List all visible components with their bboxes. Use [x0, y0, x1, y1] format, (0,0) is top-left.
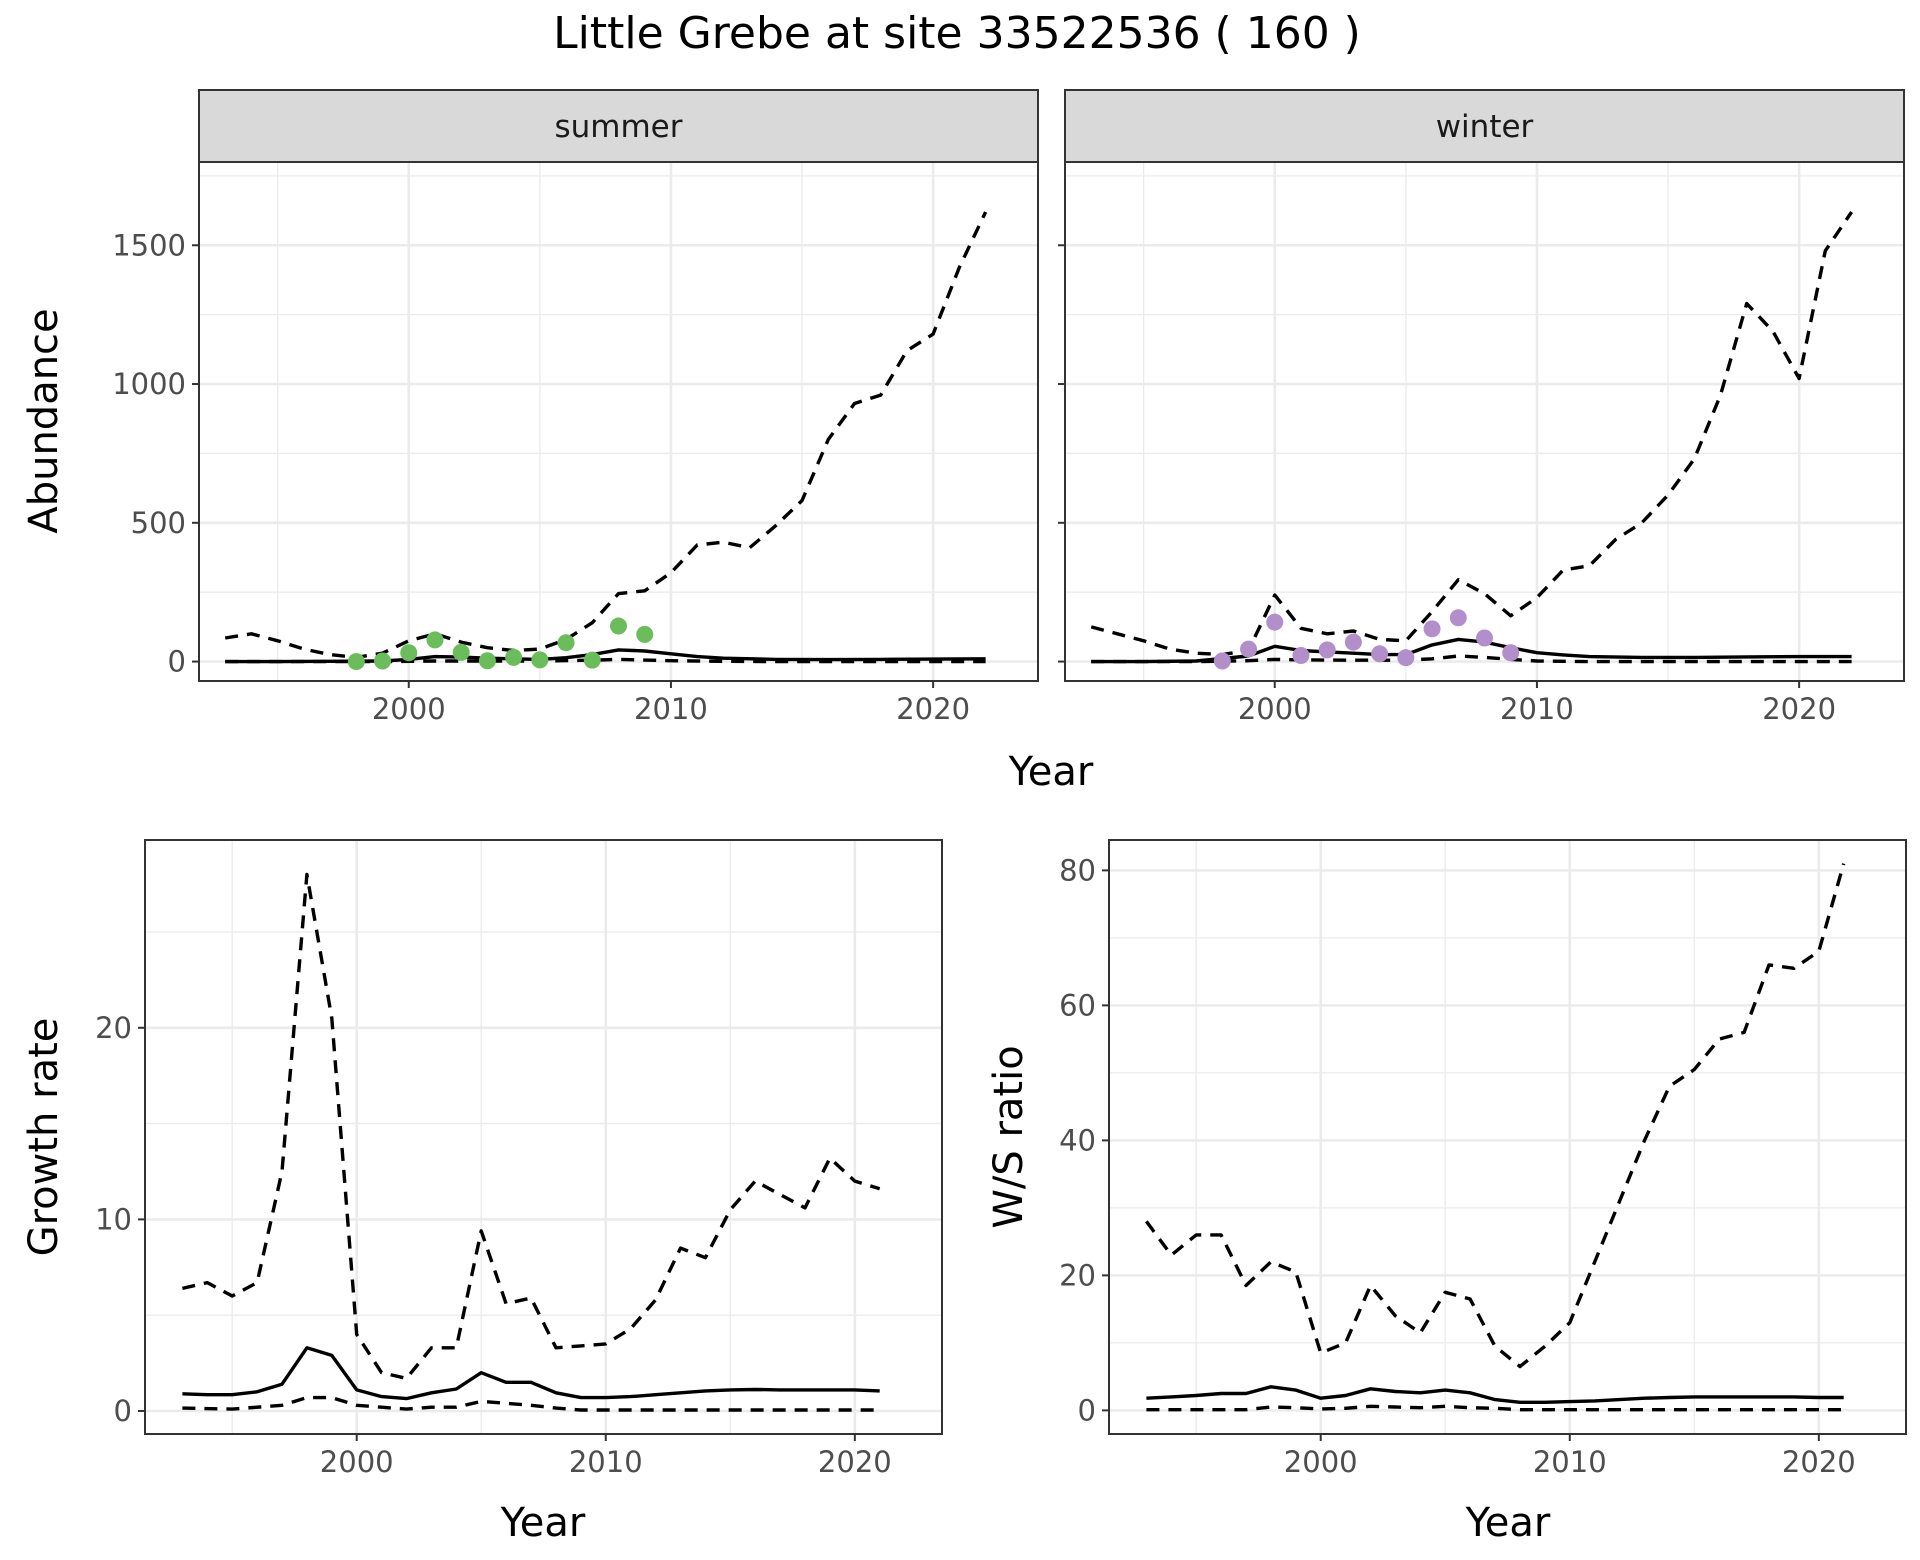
y-tick-label: 500	[131, 506, 186, 540]
x-tick-label: 2000	[372, 692, 446, 726]
data-point	[1476, 629, 1493, 647]
series-line-lower	[225, 657, 986, 664]
panel-ratio: 2000 2010 2020 0 20 40 60 80 Year W/S ratio	[986, 839, 1907, 1546]
y-tick-label: 40	[1059, 1123, 1096, 1157]
y-tick-label: 0	[168, 645, 186, 679]
y-tick-label: 20	[1059, 1258, 1096, 1292]
x-tick-label: 2020	[1782, 1445, 1856, 1479]
data-point	[1371, 645, 1389, 663]
data-point	[1502, 644, 1520, 662]
facet-strip	[198, 89, 1039, 163]
panel-background	[1065, 162, 1904, 681]
x-tick-label: 2010	[569, 1445, 643, 1479]
panel-growth: 2000 2010 2020 0 10 20 Year Growth rate	[21, 839, 943, 1546]
data-point	[452, 643, 470, 661]
data-point	[1318, 641, 1336, 659]
data-point	[610, 617, 627, 635]
series-line-estimate	[225, 648, 986, 664]
x-tick-label: 2000	[1284, 1445, 1358, 1479]
facet-label: winter	[1436, 109, 1534, 145]
facet-label: summer	[554, 109, 682, 145]
y-tick-label: 60	[1059, 988, 1096, 1022]
series-line-estimate	[1146, 1385, 1844, 1404]
x-tick-label: 2010	[1500, 692, 1574, 726]
figure-title: Little Grebe at site 33522536 ( 160 )	[553, 8, 1361, 59]
data-point	[1266, 613, 1284, 631]
y-tick-label: 0	[114, 1394, 132, 1428]
data-point	[1344, 633, 1362, 651]
series-line-lower	[182, 1395, 880, 1412]
series-line-estimate	[182, 1346, 880, 1401]
series-line-upper	[1145, 863, 1846, 1369]
y-tick-label: 1500	[112, 228, 186, 262]
x-tick-label: 2010	[1533, 1445, 1607, 1479]
y-axis-title: Growth rate	[21, 1018, 67, 1257]
y-tick-label: 1000	[112, 367, 186, 401]
x-tick-label: 2000	[1238, 692, 1312, 726]
x-tick-label: 2020	[896, 692, 970, 726]
panel-background	[1109, 840, 1906, 1434]
series-line-upper	[182, 872, 881, 1381]
series-line-upper	[224, 211, 988, 660]
series-line-lower	[1146, 1404, 1844, 1412]
x-axis-title: Year	[500, 1500, 586, 1546]
y-axis-title: Abundance	[21, 308, 67, 533]
data-point	[583, 651, 601, 669]
series-line-estimate	[1091, 637, 1852, 664]
data-point	[1292, 646, 1310, 664]
x-tick-label: 2020	[1762, 692, 1836, 726]
panel-border	[1108, 839, 1907, 1435]
panel-background	[145, 840, 942, 1434]
data-point	[1449, 609, 1467, 627]
data-point	[347, 653, 365, 671]
data-point	[1423, 620, 1441, 638]
data-point	[531, 651, 549, 669]
x-tick-label: 2000	[320, 1445, 394, 1479]
x-tick-label: 2020	[818, 1445, 892, 1479]
y-tick-label: 20	[95, 1011, 132, 1045]
y-tick-label: 80	[1059, 853, 1096, 887]
x-tick-label: 2010	[634, 692, 708, 726]
panel-background	[199, 162, 1038, 681]
data-point	[1240, 640, 1258, 658]
y-axis-title: W/S ratio	[986, 1045, 1032, 1228]
data-point	[505, 648, 523, 666]
facet-strip	[1064, 89, 1905, 163]
data-point	[1213, 652, 1231, 670]
y-tick-label: 10	[95, 1202, 132, 1236]
data-point	[1397, 649, 1415, 667]
x-axis-title-top: Year	[1008, 749, 1094, 795]
panel-border	[144, 839, 943, 1435]
panel-summer: summer 2000 2010 2020 0 500 1000 1500 Abundance	[21, 89, 1039, 726]
data-point	[374, 652, 392, 670]
data-point	[557, 634, 575, 652]
data-point	[478, 652, 496, 670]
series-line-upper	[1090, 211, 1854, 657]
data-point	[636, 625, 654, 643]
x-axis-title: Year	[1465, 1500, 1551, 1546]
y-tick-label: 0	[1078, 1393, 1096, 1427]
data-point	[400, 644, 418, 662]
series-line-lower	[1091, 654, 1852, 664]
panel-winter: winter 2000 2010 2020	[1058, 89, 1905, 726]
grid	[145, 840, 942, 1434]
data-point	[426, 631, 444, 649]
